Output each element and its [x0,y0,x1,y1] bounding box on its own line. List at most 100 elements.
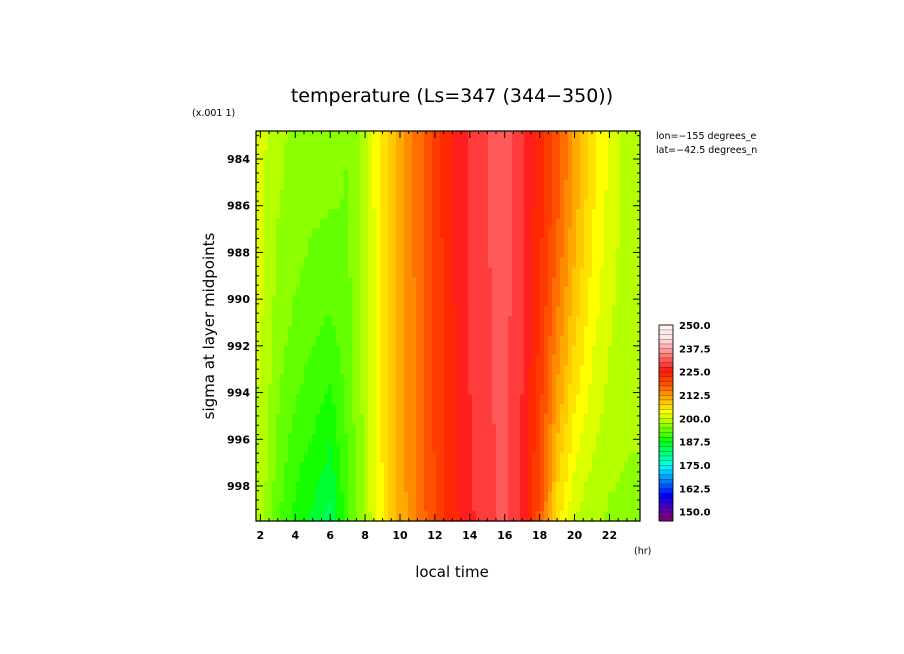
heatmap-cell [520,462,525,473]
heatmap-cell [532,355,537,366]
heatmap-cell [324,140,329,152]
heatmap-cell [456,482,461,493]
heatmap-cell [468,374,473,386]
heatmap-cell [408,160,413,171]
heatmap-cell [272,218,277,230]
heatmap-cell [452,462,457,473]
heatmap-cell [296,374,301,386]
heatmap-cell [408,296,413,308]
heatmap-cell [628,277,633,288]
heatmap-cell [608,326,613,337]
heatmap-cell [524,170,529,181]
heatmap-cell [304,423,309,434]
heatmap-cell [468,296,473,308]
heatmap-cell [496,160,501,171]
heatmap-cell [276,384,281,395]
heatmap-cell [608,316,613,327]
heatmap-cell [596,345,601,356]
heatmap-cell [548,160,553,171]
heatmap-cell [404,228,409,239]
heatmap-cell [524,335,529,347]
heatmap-cell [316,326,321,337]
heatmap-cell [508,170,513,181]
heatmap-cell [468,160,473,171]
heatmap-cell [544,199,549,210]
heatmap-cell [388,335,393,347]
heatmap-cell [400,228,405,239]
heatmap-cell [272,443,277,454]
heatmap-cell [520,160,525,171]
heatmap-cell [572,209,577,220]
heatmap-cell [276,316,281,327]
heatmap-cell [288,335,293,347]
heatmap-cell [492,472,497,483]
heatmap-cell [624,511,629,522]
heatmap-cell [536,238,541,249]
heatmap-cell [608,306,613,317]
heatmap-cell [336,384,341,395]
heatmap-cell [464,462,469,473]
heatmap-cell [416,150,421,161]
heatmap-cell [500,462,505,473]
heatmap-cell [444,384,449,395]
heatmap-cell [316,131,321,142]
heatmap-cell [468,452,473,464]
heatmap-cell [524,306,529,317]
heatmap-cell [436,482,441,493]
heatmap-cell [472,462,477,473]
heatmap-cell [328,160,333,171]
heatmap-cell [624,257,629,269]
heatmap-cell [572,404,577,415]
heatmap-cell [600,248,605,259]
heatmap-cell [464,491,469,503]
colorbar-swatch [658,418,674,424]
heatmap-cell [280,345,285,356]
heatmap-cell [288,443,293,454]
heatmap-cell [556,394,561,405]
heatmap-cell [280,443,285,454]
heatmap-cell [496,228,501,239]
heatmap-cell [308,306,313,317]
heatmap-cell [352,355,357,366]
heatmap-cell [360,355,365,366]
heatmap-cell [556,228,561,239]
heatmap-cell [464,501,469,512]
heatmap-cell [332,248,337,259]
heatmap-cell [412,238,417,249]
heatmap-cell [556,452,561,464]
heatmap-cell [544,306,549,317]
heatmap-cell [612,199,617,210]
heatmap-cell [312,267,317,278]
heatmap-cell [596,228,601,239]
heatmap-cell [344,491,349,503]
heatmap-cell [384,257,389,269]
heatmap-cell [452,277,457,288]
heatmap-cell [592,374,597,386]
heatmap-cell [424,248,429,259]
heatmap-cell [336,365,341,376]
heatmap-cell [464,316,469,327]
heatmap-cell [628,140,633,152]
heatmap-cell [436,462,441,473]
heatmap-cell [436,170,441,181]
heatmap-cell [512,501,517,512]
heatmap-cell [268,257,273,269]
heatmap-cell [480,394,485,405]
heatmap-cell [584,335,589,347]
heatmap-cell [388,287,393,298]
heatmap-cell [616,218,621,230]
heatmap-cell [504,306,509,317]
heatmap-cell [372,345,377,356]
heatmap-cell [596,365,601,376]
heatmap-cell [476,131,481,142]
heatmap-cell [572,326,577,337]
heatmap-cell [372,150,377,161]
heatmap-cell [580,209,585,220]
heatmap-cell [524,277,529,288]
heatmap-cell [348,482,353,493]
heatmap-cell [444,170,449,181]
heatmap-cell [380,140,385,152]
heatmap-cell [540,218,545,230]
heatmap-cell [416,140,421,152]
heatmap-cell [608,472,613,483]
